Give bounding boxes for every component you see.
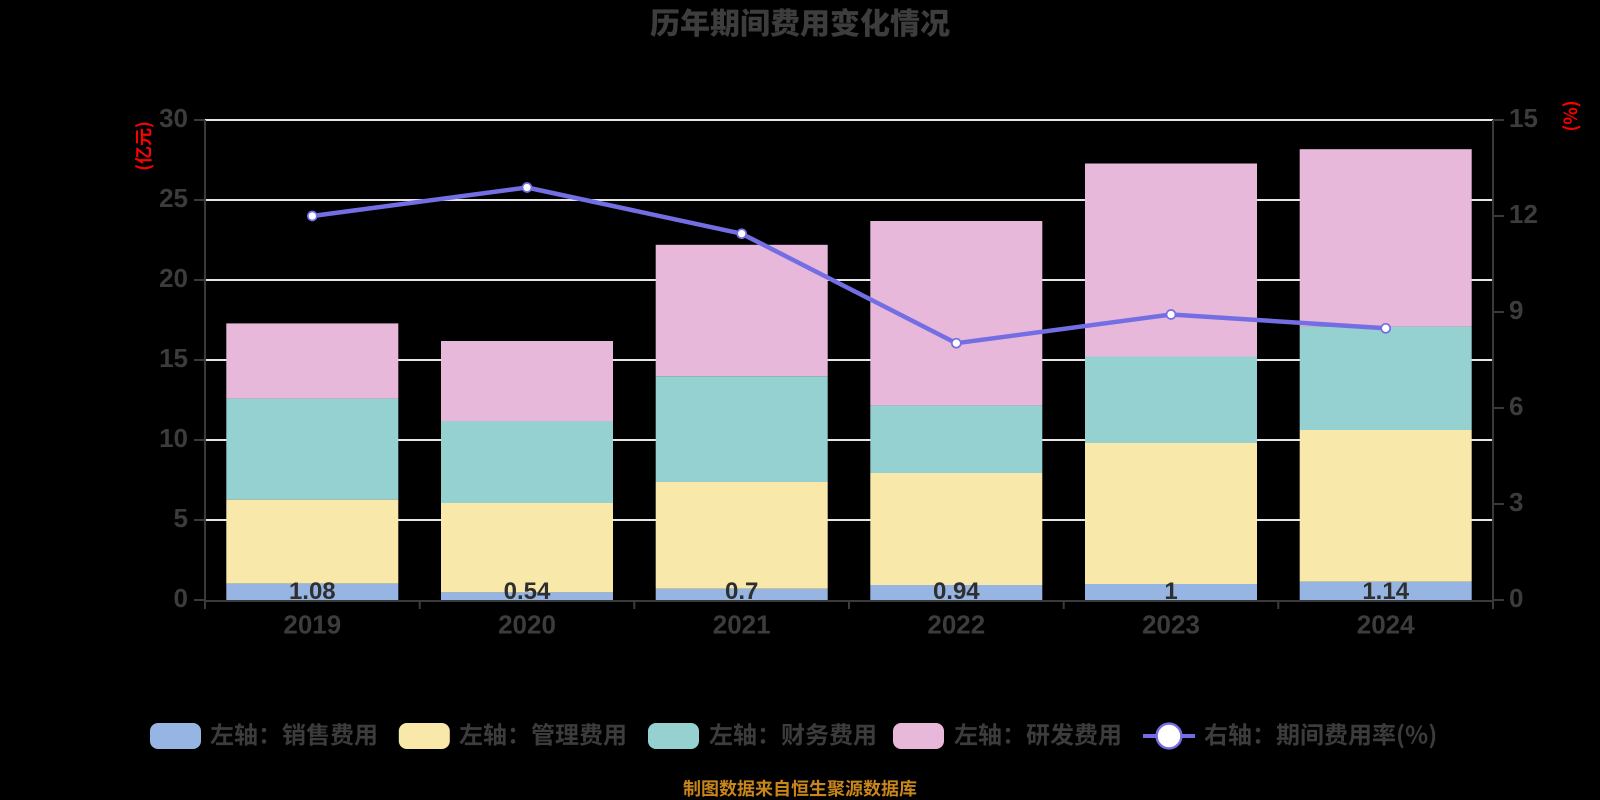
svg-text:0.94: 0.94 (933, 578, 980, 605)
svg-text:5: 5 (174, 503, 188, 533)
svg-text:20: 20 (159, 263, 188, 293)
svg-text:2022: 2022 (927, 610, 985, 640)
svg-text:1: 1 (1164, 578, 1177, 605)
svg-text:10: 10 (159, 423, 188, 453)
svg-text:0: 0 (174, 583, 188, 613)
svg-text:30: 30 (159, 103, 188, 133)
svg-text:2020: 2020 (498, 610, 556, 640)
svg-text:2023: 2023 (1142, 610, 1200, 640)
svg-text:15: 15 (159, 343, 188, 373)
svg-text:2024: 2024 (1357, 610, 1415, 640)
svg-text:0.7: 0.7 (725, 578, 758, 605)
svg-text:9: 9 (1509, 295, 1523, 325)
svg-text:25: 25 (159, 183, 188, 213)
svg-text:2021: 2021 (713, 610, 771, 640)
svg-text:15: 15 (1509, 103, 1538, 133)
svg-text:0.54: 0.54 (504, 578, 551, 605)
svg-text:1.08: 1.08 (289, 578, 336, 605)
svg-text:12: 12 (1509, 199, 1538, 229)
svg-text:2019: 2019 (283, 610, 341, 640)
svg-text:0: 0 (1509, 583, 1523, 613)
svg-text:3: 3 (1509, 487, 1523, 517)
svg-text:1.14: 1.14 (1362, 578, 1409, 605)
svg-text:6: 6 (1509, 391, 1523, 421)
